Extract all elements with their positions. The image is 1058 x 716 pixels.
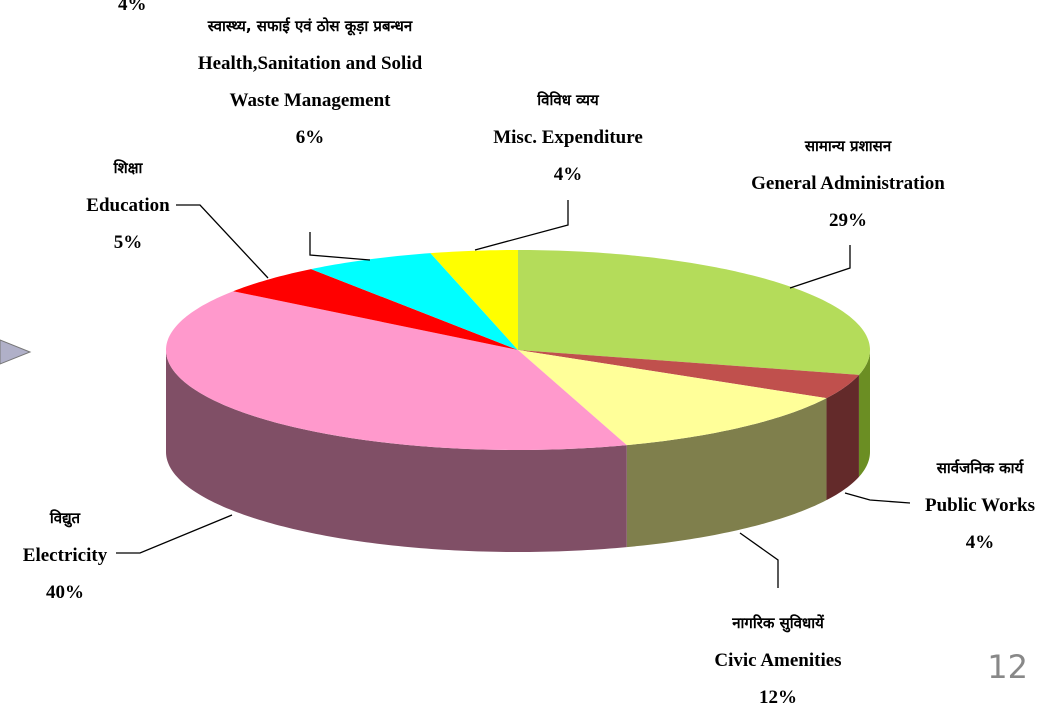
slice (166, 291, 627, 450)
leader-line (789, 245, 851, 289)
value-label: 5% (113, 232, 143, 253)
label-english: Civic Amenities (714, 650, 842, 671)
value-label: 6% (295, 127, 325, 148)
slice (518, 250, 870, 375)
label-hindi: सामान्य प्रशासन (804, 137, 892, 155)
label-hindi: नागरिक सुविधायें (732, 614, 824, 632)
leader-line (844, 492, 911, 504)
slice-label: सार्वजनिक कार्य Public Works 4% (900, 450, 1058, 561)
leader-line (116, 514, 233, 554)
corner-text: 4% (118, 0, 147, 15)
slice-side (626, 398, 827, 548)
leader-line (739, 532, 779, 588)
slice-side (166, 350, 627, 552)
slice-label: शिक्षा Education 5% (63, 150, 193, 261)
pie (166, 250, 870, 552)
label-english: Electricity (22, 545, 108, 566)
value-label: 40% (46, 582, 84, 603)
label-hindi: शिक्षा (113, 159, 143, 177)
leader-line (309, 232, 371, 261)
label-english: Health,Sanitation and Solid Waste Manage… (197, 53, 423, 111)
label-english: Misc. Expenditure (493, 127, 643, 148)
slice-side (826, 374, 859, 501)
slice-side (858, 350, 870, 477)
label-hindi: सार्वजनिक कार्य (936, 459, 1024, 477)
leader-line (474, 200, 569, 251)
slice-label: नागरिक सुविधायें Civic Amenities 12% (678, 605, 878, 716)
label-english: Public Works (925, 495, 1035, 516)
slice-label: विविध व्यय Misc. Expenditure 4% (468, 82, 668, 193)
slice (311, 253, 518, 350)
arrow-shape (0, 339, 32, 365)
slice-label: विद्युत Electricity 40% (0, 500, 130, 611)
leader-line (176, 204, 269, 279)
leader-lines (116, 200, 911, 588)
chart (0, 200, 911, 588)
value-label: 4% (965, 532, 995, 553)
page-number: 12 (987, 648, 1028, 686)
slice (518, 350, 859, 399)
slice-label: स्वास्थ्य, सफाई एवं ठोस कूड़ा प्रबन्धन He… (185, 8, 435, 156)
slice (518, 350, 827, 446)
label-english: Education (86, 195, 170, 216)
label-hindi: विद्युत (49, 509, 81, 527)
slice (430, 250, 518, 350)
value-label: 4% (553, 164, 583, 185)
value-label: 12% (759, 687, 797, 708)
label-english: General Administration (751, 173, 945, 194)
slice (233, 269, 518, 350)
value-label: 29% (829, 210, 867, 231)
label-hindi: स्वास्थ्य, सफाई एवं ठोस कूड़ा प्रबन्धन (207, 17, 413, 35)
label-hindi: विविध व्यय (537, 91, 599, 109)
slice-label: सामान्य प्रशासन General Administration 29% (733, 128, 963, 239)
